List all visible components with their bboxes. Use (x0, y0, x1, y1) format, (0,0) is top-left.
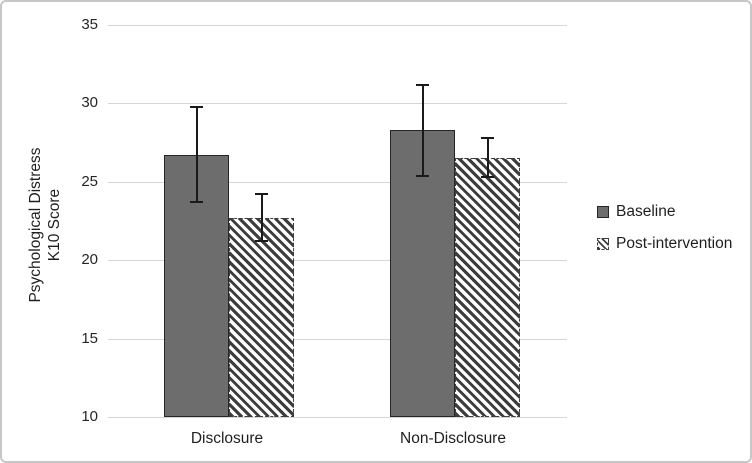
baseline-swatch-icon (597, 206, 609, 218)
y-tick-label-15: 15 (81, 329, 98, 347)
post-intervention-swatch-icon (597, 238, 609, 250)
gridline-y-20 (108, 260, 567, 262)
y-tick-label-10: 10 (81, 408, 98, 425)
error-bar-baseline-non-disclosure-line (421, 84, 424, 176)
x-category-label-non-disclosure: Non-Disclosure (400, 430, 506, 447)
bar-baseline-non-disclosure (390, 130, 455, 417)
legend-item-post-intervention: Post-intervention (597, 235, 733, 252)
error-bar-post-intervention-disclosure-cap-top (255, 193, 268, 196)
error-bar-post-intervention-disclosure-cap-bottom (255, 240, 268, 243)
error-bar-post-intervention-disclosure-line (260, 194, 263, 242)
error-bar-baseline-disclosure-cap-top (190, 105, 203, 108)
legend: Baseline Post-intervention (597, 203, 733, 268)
gridline-y-15 (108, 338, 567, 340)
gridline-y-10 (108, 417, 567, 418)
error-bar-post-intervention-non-disclosure-cap-bottom (481, 176, 494, 179)
error-bar-post-intervention-non-disclosure-line (486, 137, 489, 178)
y-tick-label-35: 35 (81, 16, 98, 33)
bar-post-intervention-non-disclosure (455, 158, 520, 417)
gridline-y-25 (108, 181, 567, 183)
bar-post-intervention-disclosure (229, 217, 294, 417)
y-axis-title-line-1: Psychological Distress (27, 147, 44, 303)
error-bar-baseline-non-disclosure-cap-top (416, 83, 429, 86)
gridline-y-30 (108, 103, 567, 105)
gridline-y-35 (108, 25, 567, 26)
x-category-label-disclosure: Disclosure (190, 430, 264, 447)
y-tick-label-20: 20 (81, 251, 98, 269)
y-axis-title: Psychological Distress K10 Score (26, 125, 64, 325)
y-tick-label-25: 25 (81, 172, 98, 190)
legend-item-baseline: Baseline (597, 203, 732, 220)
y-tick-label-30: 30 (81, 94, 98, 112)
legend-label-post-intervention: Post-intervention (616, 235, 733, 252)
error-bar-baseline-disclosure-cap-bottom (190, 201, 203, 204)
error-bar-post-intervention-non-disclosure-cap-top (481, 136, 494, 139)
legend-label-baseline: Baseline (616, 203, 676, 220)
error-bar-baseline-non-disclosure-cap-bottom (416, 174, 429, 177)
error-bar-baseline-disclosure-line (195, 106, 198, 203)
